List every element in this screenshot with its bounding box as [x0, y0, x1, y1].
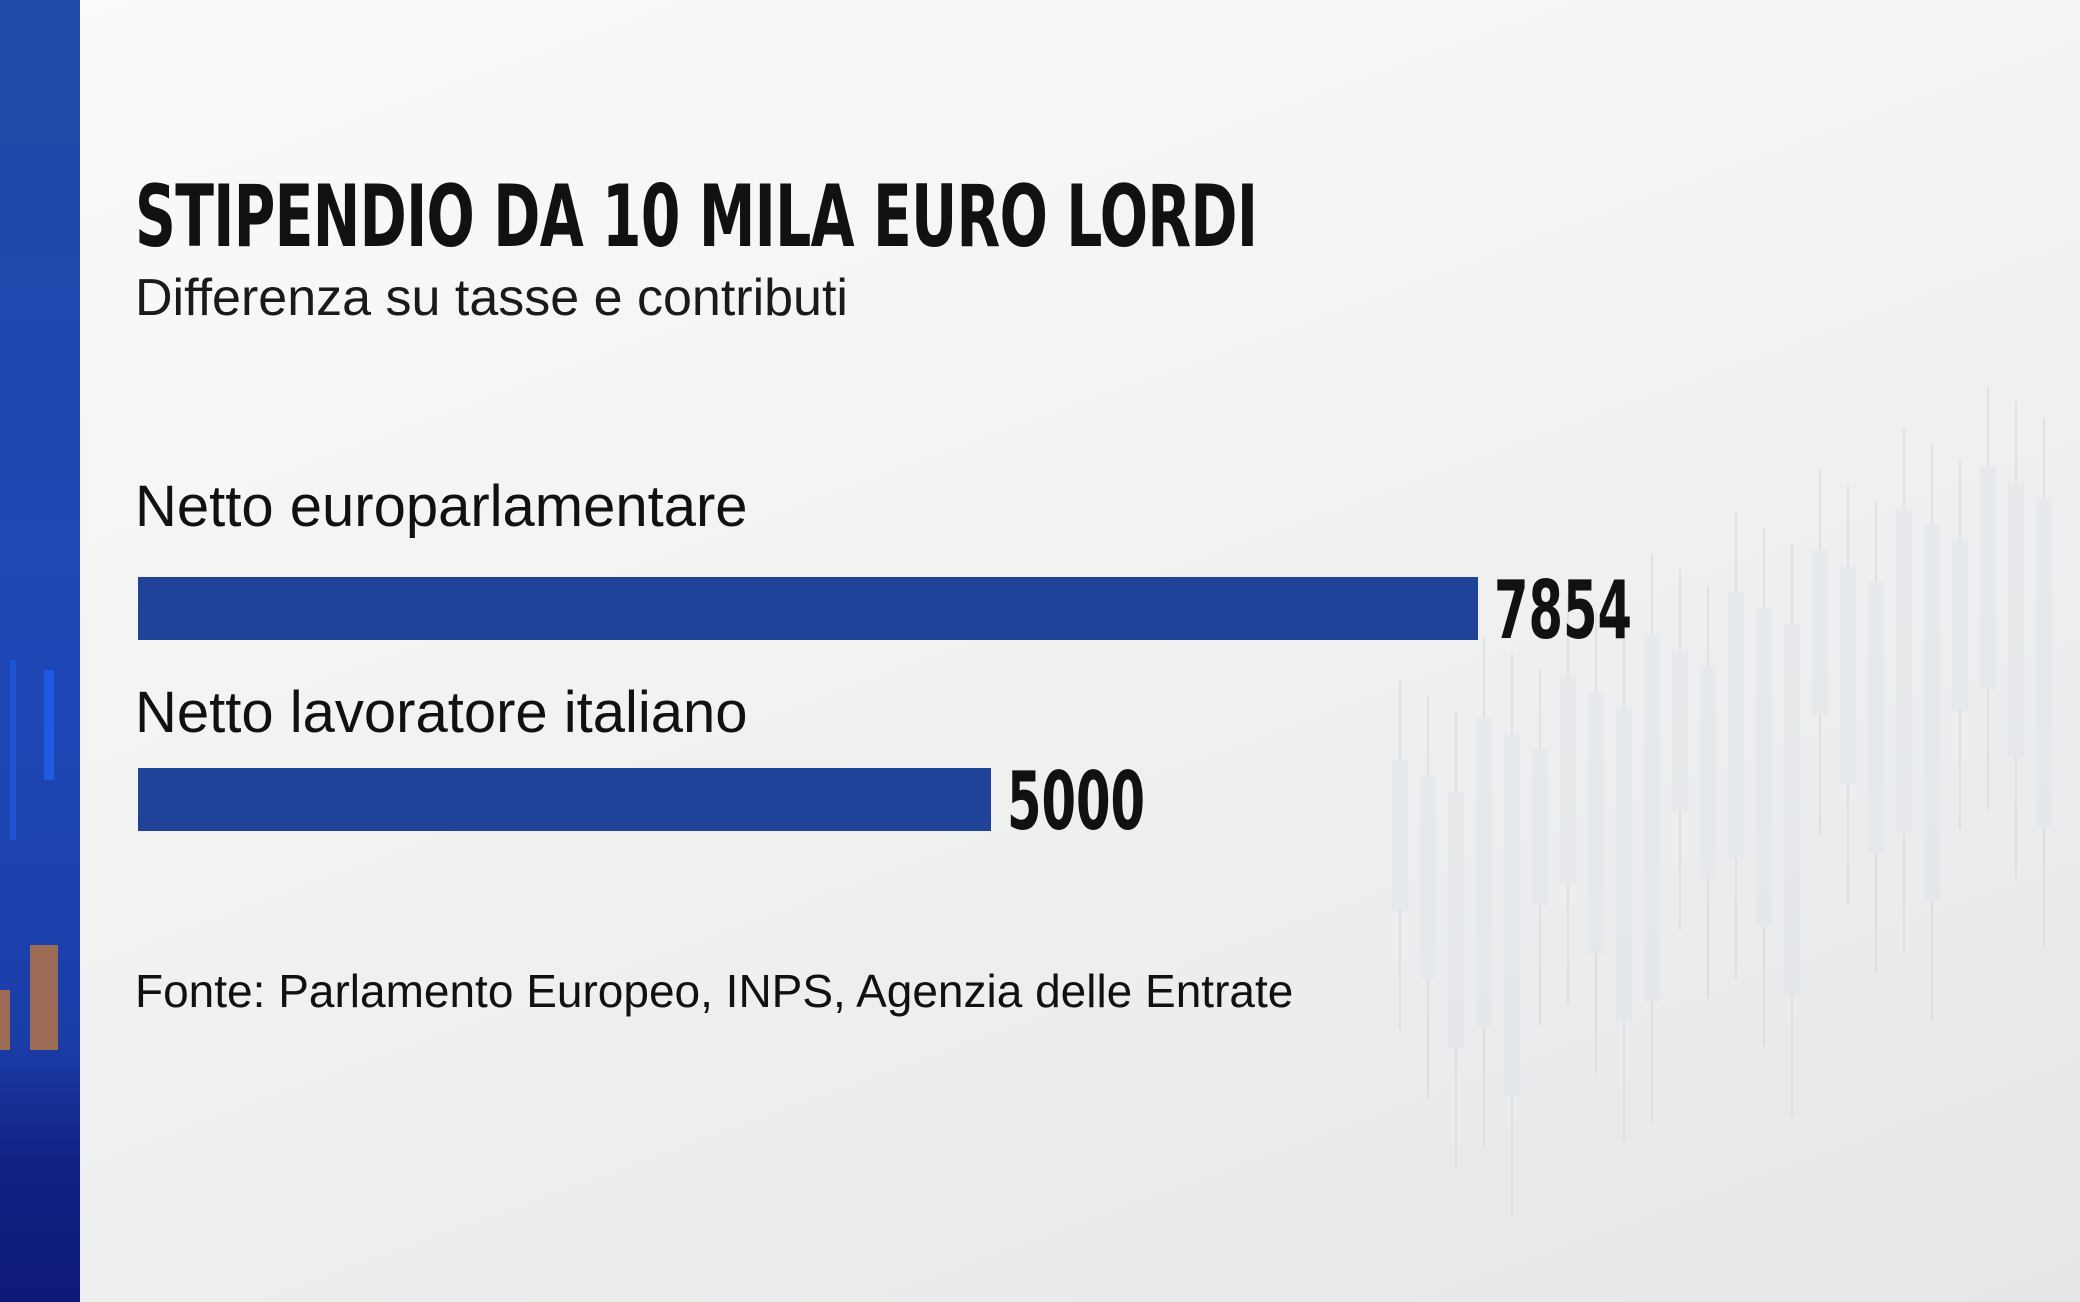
candle-body [2036, 498, 2052, 827]
candle-body [1504, 734, 1520, 1096]
source-note: Fonte: Parlamento Europeo, INPS, Agenzia… [135, 965, 1294, 1017]
candle-body [1420, 776, 1436, 979]
candle-body [1784, 624, 1800, 996]
candle-body [1700, 666, 1716, 879]
candle-body [1924, 524, 1940, 901]
candle-body [1980, 466, 1996, 689]
candle-body [1896, 508, 1912, 832]
candle-body [1532, 750, 1548, 905]
candle-body [1952, 540, 1968, 710]
category-label: Netto europarlamentare [135, 474, 748, 539]
candle-body [1644, 634, 1660, 1001]
candle-body [1448, 792, 1464, 1048]
bar-netto-europarlamentare [138, 577, 1478, 640]
candle-body [1672, 650, 1688, 810]
candle-body [1756, 608, 1772, 927]
chart-title: STIPENDIO DA 10 MILA EURO LORDI [135, 167, 1258, 267]
value-label: 5000 [1007, 755, 1146, 848]
candle-body [1812, 550, 1828, 715]
candle-body [1476, 718, 1492, 1027]
left-decorative-strip [0, 0, 80, 1302]
candle-body [1840, 566, 1856, 784]
candle-body [1392, 760, 1408, 910]
value-label: 7854 [1494, 564, 1633, 657]
chart-subtitle: Differenza su tasse e contributi [135, 269, 848, 327]
category-label: Netto lavoratore italiano [135, 680, 748, 745]
bar-netto-lavoratore-italiano [138, 768, 992, 831]
candle-body [1728, 592, 1744, 858]
candle-body [1868, 582, 1884, 853]
candle-body [2008, 482, 2024, 758]
candle-body [1560, 676, 1576, 884]
candle-body [1616, 708, 1632, 1022]
candle-body [1588, 692, 1604, 953]
background-candlesticks [1392, 386, 2052, 1216]
